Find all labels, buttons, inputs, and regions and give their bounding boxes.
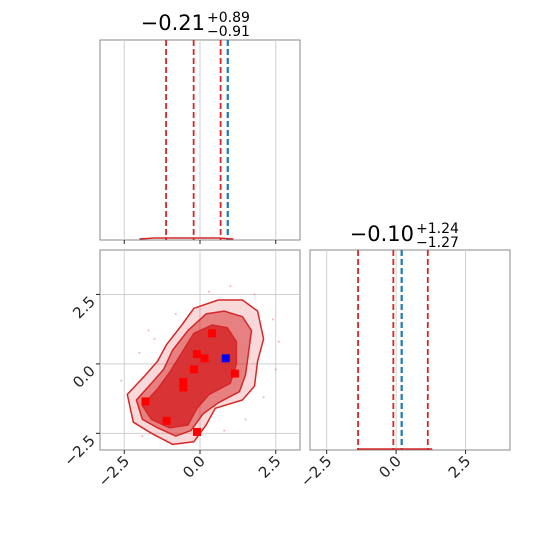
contour-scatter-point-7 (262, 396, 265, 399)
contour-scatter-point-13 (229, 285, 232, 288)
contour-scatter-point-2 (174, 312, 177, 315)
sample-marker-0 (141, 397, 150, 406)
sample-marker-8 (230, 369, 239, 378)
contour-scatter-point-6 (274, 368, 277, 371)
contour-scatter-point-14 (277, 340, 280, 343)
contour-markers (141, 329, 239, 436)
histogram-1-title-plus: +0.89 (207, 10, 250, 26)
histogram-2-x-tick-label-0: −2.5 (297, 452, 335, 490)
histogram-2-x-tick-label-2: 2.5 (445, 452, 475, 482)
histogram-1-title-median: −0.21 (141, 11, 205, 35)
sample-marker-2 (179, 377, 188, 386)
contour-scatter-point-4 (253, 293, 256, 296)
contour-scatter-point-1 (153, 337, 156, 340)
contour-scatter-point-5 (271, 318, 274, 321)
histogram-2-title-minus: −1.27 (416, 235, 459, 251)
contour-x-tick-label-2: 2.5 (255, 452, 285, 482)
contour-scatter-point-10 (141, 435, 144, 438)
contour-y-tick-label-2: 2.5 (69, 293, 99, 323)
histogram-1-grid (123, 40, 277, 240)
histogram-2-grid (326, 250, 467, 450)
sample-marker-7 (208, 329, 217, 338)
contour-panel: −2.5−2.5 0.0 0.0 2.5 2.5 (60, 249, 301, 491)
sample-marker-4 (189, 365, 198, 374)
truth-marker (221, 354, 230, 363)
contour-scatter-point-11 (120, 379, 123, 382)
histogram-2-x-tick-label-1: 0.0 (375, 452, 405, 482)
contour-y-tick-label-1: 0.0 (69, 362, 99, 392)
sample-marker-1 (162, 416, 171, 425)
histogram-2-frame (309, 249, 511, 451)
contour-y-tick-label-0: −2.5 (60, 431, 98, 469)
contour-scatter-point-9 (223, 429, 226, 432)
histogram-1-lines (139, 40, 234, 240)
histogram-panel-1: −0.21 +0.89 −0.91 (99, 10, 301, 244)
histogram-2-ticks: −2.5 0.0 2.5 (297, 450, 474, 491)
histogram-1-ticks (123, 240, 277, 244)
contour-scatter-point-0 (147, 329, 150, 332)
histogram-1-title-minus: −0.91 (207, 24, 250, 40)
histogram-2-title-median: −0.10 (350, 222, 414, 246)
contour-level-inner (141, 324, 238, 429)
sample-marker-3 (179, 383, 188, 392)
contour-x-tick-label-0: −2.5 (95, 452, 133, 490)
sample-marker-9 (192, 427, 201, 436)
contour-x-tick-label-1: 0.0 (179, 452, 209, 482)
sample-marker-6 (200, 354, 209, 363)
contour-scatter-point-8 (244, 418, 247, 421)
sample-marker-5 (192, 350, 201, 359)
contour-scatter-point-12 (138, 351, 141, 354)
histogram-panel-2: −2.5 0.0 2.5 −0.10 +1.24 −1.27 (297, 221, 511, 491)
histogram-2-lines (357, 250, 433, 450)
histogram-2-title-plus: +1.24 (416, 221, 459, 237)
contour-scatter-point-3 (208, 290, 211, 293)
histogram-1-step (139, 237, 234, 240)
